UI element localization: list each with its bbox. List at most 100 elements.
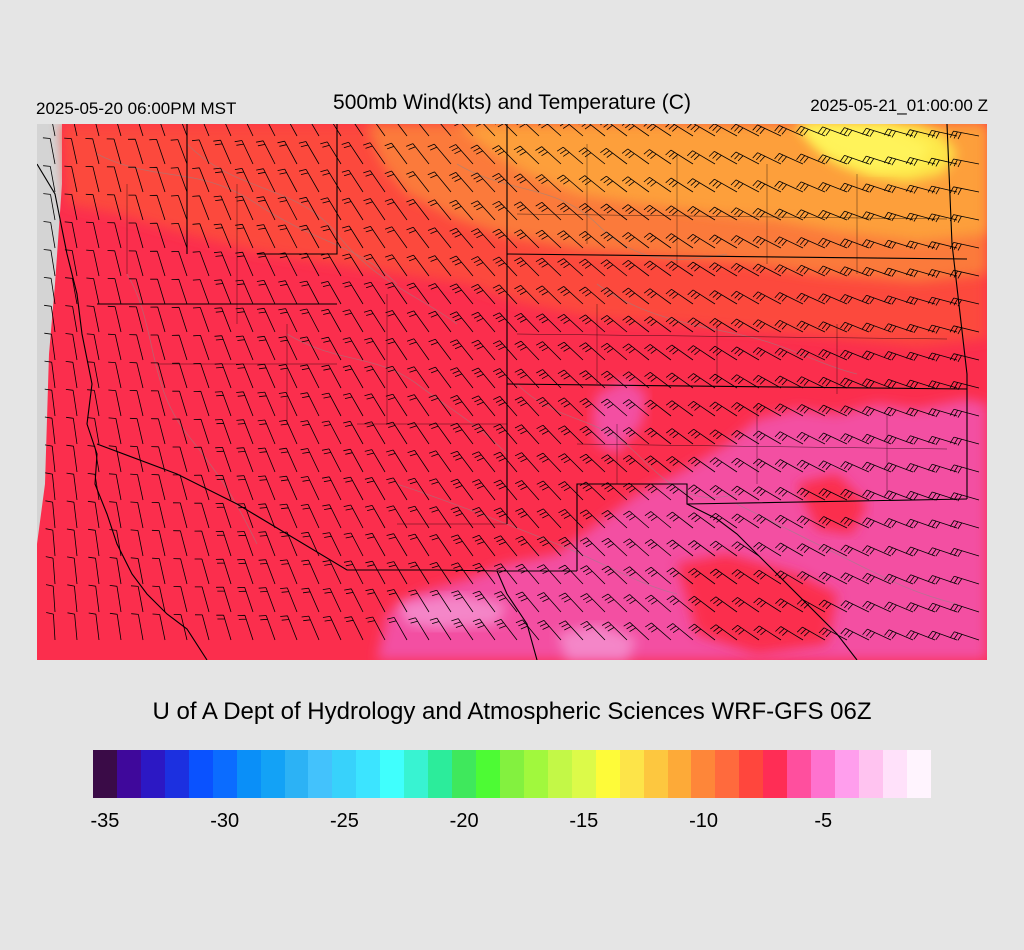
wind-barb — [299, 224, 320, 249]
wind-barb — [883, 406, 914, 417]
wind-barb — [840, 461, 870, 473]
wind-barb — [342, 337, 364, 361]
wind-barb — [407, 450, 430, 473]
wind-barb — [515, 508, 540, 529]
colorbar-swatch — [499, 750, 524, 798]
wind-barb — [472, 618, 496, 641]
wind-barb — [621, 148, 650, 165]
wind-barb — [278, 336, 298, 361]
wind-barb — [43, 249, 56, 277]
wind-barb — [279, 559, 298, 585]
wind-barb — [949, 325, 980, 335]
wind-barb — [235, 363, 254, 389]
wind-barb — [149, 194, 166, 221]
wind-barb — [384, 226, 408, 249]
wind-barb — [66, 500, 78, 529]
wind-barb — [949, 548, 980, 558]
wind-barb — [299, 252, 320, 277]
wind-barb — [666, 511, 694, 529]
wind-barb — [949, 408, 980, 418]
wind-barb — [731, 541, 760, 557]
wind-barb — [687, 150, 716, 165]
wind-barb — [927, 352, 958, 362]
wind-barb — [171, 278, 188, 305]
wind-barb — [321, 420, 342, 445]
wind-barb — [472, 479, 496, 501]
wind-barb — [666, 567, 694, 585]
wind-barb — [279, 475, 298, 501]
wind-barb — [796, 125, 826, 137]
wind-barb — [299, 336, 320, 361]
wind-barb — [44, 388, 56, 417]
wind-barb — [687, 484, 716, 501]
wind-barb — [85, 138, 100, 165]
wind-barb — [709, 401, 738, 417]
colorbar-swatch — [236, 750, 261, 798]
wind-barb — [95, 124, 100, 137]
valid-time-local: 2025-05-20 06:00PM MST — [36, 99, 237, 118]
wind-barb — [818, 349, 848, 361]
wind-barb — [579, 342, 606, 361]
wind-barb — [450, 534, 474, 557]
wind-barb — [883, 323, 914, 333]
wind-barb — [905, 240, 936, 250]
wind-barb — [731, 430, 760, 445]
wind-barb — [840, 349, 870, 361]
wind-barb — [818, 571, 848, 585]
wind-barb — [709, 512, 738, 529]
wind-barb — [289, 124, 298, 137]
wind-barb — [949, 520, 980, 530]
wind-barb — [774, 236, 804, 249]
wind-barb — [665, 149, 694, 165]
wind-barb — [385, 282, 408, 305]
wind-barb — [428, 422, 452, 445]
wind-barb — [514, 257, 540, 277]
wind-barb — [861, 294, 892, 305]
wind-barb — [861, 267, 892, 277]
colorbar-swatch — [595, 750, 620, 798]
wind-barb — [861, 239, 892, 249]
wind-barb — [709, 457, 738, 473]
wind-barb — [129, 417, 144, 445]
wind-barb — [237, 587, 254, 613]
wind-barb — [494, 619, 518, 641]
wind-barb — [407, 505, 430, 529]
wind-barb — [839, 210, 870, 221]
wind-barb — [86, 305, 100, 333]
wind-barb — [513, 201, 540, 221]
wind-barb — [840, 628, 870, 641]
wind-barb — [535, 201, 562, 221]
wind-barb — [449, 227, 474, 249]
wind-barb — [862, 600, 892, 613]
wind-barb — [43, 277, 56, 305]
wind-barb — [644, 455, 672, 473]
wind-barb — [796, 404, 826, 417]
wind-barb — [493, 368, 518, 389]
wind-barb — [578, 175, 606, 193]
wind-barb — [67, 584, 78, 613]
wind-barb — [88, 584, 100, 613]
wind-barb — [557, 202, 584, 221]
wind-barb — [171, 223, 188, 249]
wind-barb — [884, 601, 914, 613]
wind-barb — [818, 543, 848, 557]
wind-barb — [949, 297, 980, 307]
wind-barb — [152, 585, 166, 613]
wind-barb — [578, 286, 606, 305]
wind-barb — [320, 169, 342, 193]
wind-barb — [173, 614, 188, 641]
wind-barb — [408, 589, 430, 613]
wind-barb — [537, 592, 562, 613]
wind-barb — [818, 210, 848, 221]
wind-barb — [818, 182, 848, 193]
wind-barb — [644, 539, 672, 557]
wind-barb — [342, 225, 364, 249]
credit-line: U of A Dept of Hydrology and Atmospheric… — [152, 698, 872, 725]
wind-barb — [298, 141, 320, 165]
wind-barb — [418, 124, 430, 137]
wind-barb — [363, 226, 386, 249]
wind-barb — [109, 612, 122, 641]
wind-barb — [256, 280, 276, 305]
wind-barb — [385, 365, 408, 389]
wind-barb — [235, 251, 254, 277]
